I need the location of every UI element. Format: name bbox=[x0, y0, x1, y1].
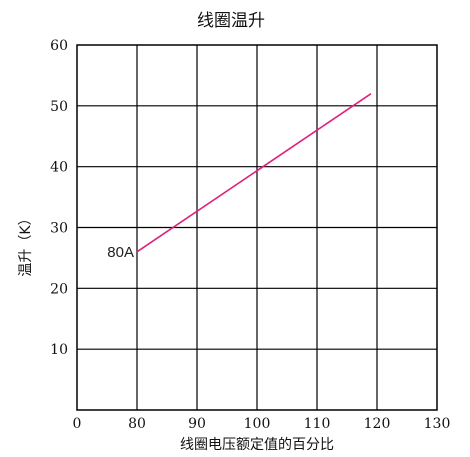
y-axis-label: 温升（K） bbox=[18, 211, 34, 276]
x-tick-label: 110 bbox=[304, 416, 331, 432]
y-tick-label: 50 bbox=[50, 99, 68, 115]
grid bbox=[77, 45, 437, 410]
x-axis-label: 线圈电压额定值的百分比 bbox=[180, 437, 334, 453]
x-tick-label: 0 bbox=[73, 416, 82, 432]
series-group: 80A bbox=[107, 93, 372, 261]
chart-title: 线圈温升 bbox=[197, 11, 265, 31]
plot-frame bbox=[76, 44, 438, 411]
y-tick-label: 20 bbox=[50, 281, 68, 297]
x-axis: 0 80 90 100 110 120 130 bbox=[73, 416, 451, 432]
x-tick-label: 120 bbox=[364, 416, 391, 432]
x-tick-label: 100 bbox=[244, 416, 271, 432]
series-label: 80A bbox=[107, 244, 134, 261]
y-tick-label: 60 bbox=[50, 38, 68, 54]
y-axis: 10 20 30 40 50 60 bbox=[50, 38, 68, 358]
series-line bbox=[136, 93, 372, 253]
x-tick-label: 80 bbox=[128, 416, 146, 432]
x-tick-label: 90 bbox=[188, 416, 206, 432]
y-tick-label: 30 bbox=[50, 221, 68, 237]
x-tick-label: 130 bbox=[424, 416, 451, 432]
y-tick-label: 10 bbox=[50, 342, 68, 358]
y-tick-label: 40 bbox=[50, 160, 68, 176]
